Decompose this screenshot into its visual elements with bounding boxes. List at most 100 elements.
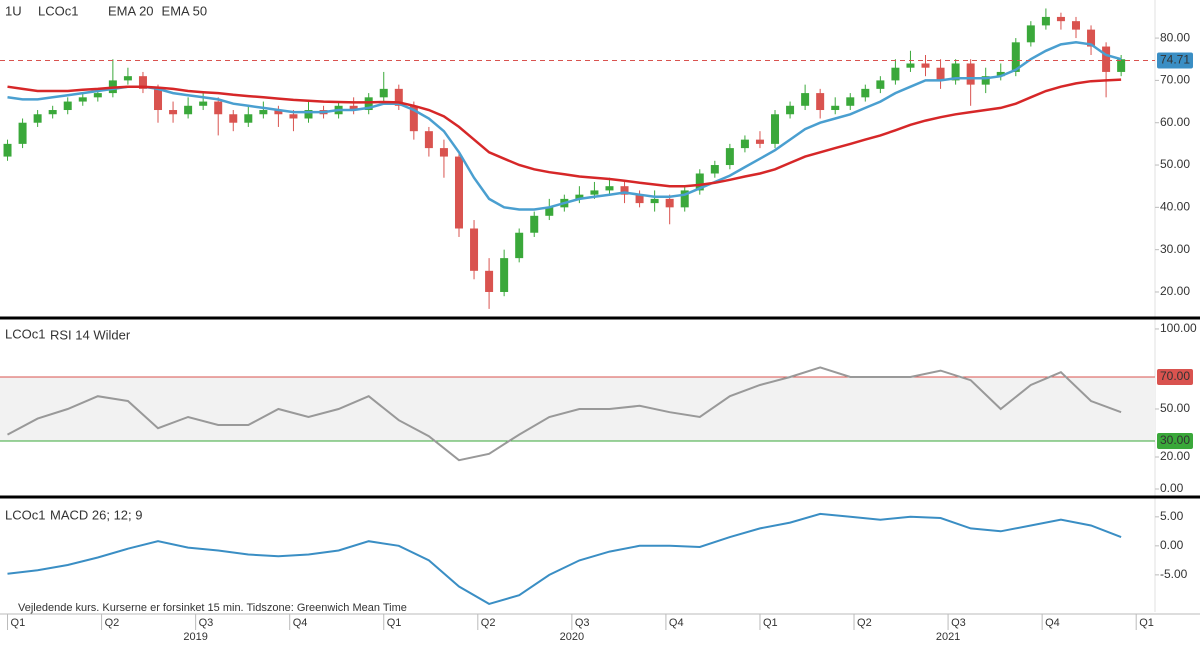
last-price-label: 74.71 — [1160, 53, 1190, 67]
y-tick-label: 40.00 — [1160, 200, 1190, 214]
candle-body — [981, 76, 990, 85]
candle-body — [921, 63, 930, 68]
indicator-name: RSI 14 Wilder — [50, 327, 131, 342]
x-tick-label: Q1 — [387, 617, 402, 629]
candle-body — [93, 93, 102, 98]
y-tick-label: 0.00 — [1160, 481, 1184, 495]
y-tick-label: -5.00 — [1160, 567, 1188, 581]
candle-body — [996, 71, 1005, 77]
candle-body — [966, 63, 975, 85]
level-box — [1157, 368, 1193, 385]
candle-body — [184, 105, 193, 115]
candle-body — [846, 97, 855, 106]
candle-body — [63, 101, 72, 111]
candle-body — [259, 110, 268, 115]
legend-entry: EMA 20 — [108, 3, 154, 18]
candle-body — [78, 97, 87, 102]
candle-body — [1102, 46, 1111, 72]
candle-body — [289, 114, 298, 119]
candle-body — [1056, 16, 1065, 22]
y-tick-label: 20.00 — [1160, 449, 1190, 463]
interval: 1U — [5, 3, 22, 18]
candle-body — [274, 110, 283, 115]
candle-body — [379, 88, 388, 98]
x-tick-label: Q4 — [1045, 617, 1060, 629]
candle-body — [500, 258, 509, 292]
candle-body — [755, 139, 764, 144]
candle-body — [936, 67, 945, 81]
candle-body — [349, 105, 358, 111]
candle-body — [1026, 25, 1035, 43]
candle-body — [18, 122, 27, 144]
candle-body — [816, 93, 825, 111]
indicator-name: MACD 26; 12; 9 — [50, 507, 143, 522]
y-tick-label: 50.00 — [1160, 157, 1190, 171]
candle-body — [1071, 21, 1080, 30]
candle-body — [1041, 16, 1050, 26]
candle-body — [169, 110, 178, 115]
candle-body — [530, 215, 539, 233]
y-tick-label: 20.00 — [1160, 284, 1190, 298]
candle-body — [665, 198, 674, 208]
candle-body — [695, 173, 704, 191]
candle-body — [906, 63, 915, 68]
candle-body — [3, 143, 12, 157]
panel-title: LCOc1 — [38, 3, 78, 18]
x-tick-label: Q3 — [199, 617, 214, 629]
x-tick-label: Q4 — [669, 617, 684, 629]
candle-body — [951, 63, 960, 81]
level-label: 30.00 — [1160, 433, 1190, 447]
candle-body — [229, 114, 238, 123]
candle-body — [409, 105, 418, 132]
y-tick-label: 5.00 — [1160, 509, 1184, 523]
candle-body — [48, 110, 57, 115]
level-box — [1157, 432, 1193, 449]
candle-body — [710, 165, 719, 174]
candle-body — [123, 76, 132, 81]
legend-entry: EMA 50 — [162, 3, 208, 18]
candle-body — [605, 186, 614, 191]
candle-body — [515, 232, 524, 259]
candle-body — [485, 270, 494, 292]
year-label: 2019 — [183, 631, 207, 643]
footnote: Vejledende kurs. Kurserne er forsinket 1… — [18, 602, 407, 614]
candle-body — [1011, 42, 1020, 72]
level-label: 70.00 — [1160, 369, 1190, 383]
candle-body — [439, 148, 448, 157]
candle-body — [620, 186, 629, 195]
candle-body — [199, 101, 208, 106]
panel-title: LCOc1 — [5, 326, 45, 341]
y-tick-label: 0.00 — [1160, 538, 1184, 552]
y-tick-label: 100.00 — [1160, 321, 1197, 335]
x-tick-label: Q2 — [105, 617, 120, 629]
x-tick-label: Q3 — [575, 617, 590, 629]
candle-body — [650, 198, 659, 204]
x-tick-label: Q1 — [1139, 617, 1154, 629]
panel-title: LCOc1 — [5, 507, 45, 522]
candle-body — [138, 76, 147, 89]
y-tick-label: 30.00 — [1160, 242, 1190, 256]
year-label: 2021 — [936, 631, 960, 643]
ema-line — [7, 41, 1122, 211]
year-label: 2020 — [560, 631, 584, 643]
x-tick-label: Q1 — [11, 617, 26, 629]
indicator-line — [7, 512, 1122, 605]
x-tick-label: Q1 — [763, 617, 778, 629]
last-price-box — [1157, 52, 1193, 69]
candle-body — [876, 80, 885, 89]
candle-body — [364, 97, 373, 111]
candle-body — [244, 114, 253, 123]
candle-body — [424, 131, 433, 149]
indicator-line — [7, 366, 1122, 462]
candle-body — [545, 207, 554, 216]
candle-body — [635, 194, 644, 204]
x-tick-label: Q2 — [857, 617, 872, 629]
candle-body — [801, 93, 810, 106]
ema-line — [7, 78, 1122, 188]
candle-body — [740, 139, 749, 149]
y-tick-label: 60.00 — [1160, 115, 1190, 129]
y-tick-label: 50.00 — [1160, 401, 1190, 415]
candle-body — [831, 105, 840, 111]
x-tick-label: Q3 — [951, 617, 966, 629]
candle-body — [1117, 59, 1126, 72]
